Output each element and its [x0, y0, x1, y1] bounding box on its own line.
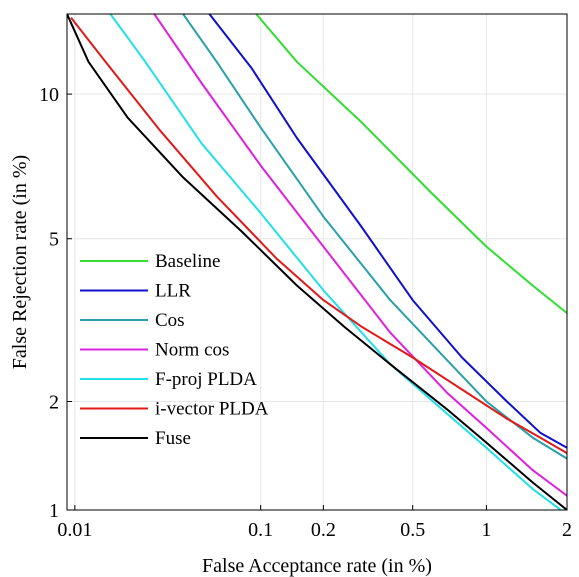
legend-label: Cos — [155, 310, 185, 331]
x-tick-label: 0.1 — [248, 519, 273, 541]
legend-label: F-proj PLDA — [155, 369, 257, 390]
legend: Baseline LLR Cos Norm cos F-proj PLDA i-vecto… — [80, 251, 269, 449]
series-line-7 — [67, 14, 567, 510]
axis-ticks: 0.01 0.1 0.2 0.5 1 2 1 2 5 10 — [39, 84, 572, 541]
series-line-6 — [70, 16, 567, 454]
y-tick-label: 10 — [39, 84, 59, 106]
legend-label: Fuse — [155, 428, 191, 449]
legend-label: i-vector PLDA — [155, 399, 269, 420]
series-line-4 — [153, 14, 567, 497]
y-tick-label: 1 — [49, 500, 59, 522]
series-line-5 — [109, 14, 562, 510]
y-tick-label: 5 — [49, 229, 59, 251]
plot-frame — [66, 13, 568, 511]
x-tick-label: 0.5 — [400, 519, 425, 541]
x-tick-label: 1 — [481, 519, 491, 541]
x-axis-label: False Acceptance rate (in %) — [202, 555, 432, 577]
y-axis-label: False Rejection rate (in %) — [9, 155, 31, 369]
series-line-1 — [255, 14, 567, 314]
legend-label: Baseline — [155, 251, 220, 272]
legend-label: Norm cos — [155, 340, 229, 361]
series-lines — [67, 14, 567, 510]
x-tick-label: 0.01 — [57, 519, 92, 541]
x-tick-label: 2 — [562, 519, 572, 541]
series-line-3 — [182, 14, 567, 460]
x-tick-label: 0.2 — [311, 519, 336, 541]
y-tick-label: 2 — [49, 391, 59, 413]
legend-label: LLR — [155, 281, 191, 302]
series-line-2 — [208, 14, 567, 449]
